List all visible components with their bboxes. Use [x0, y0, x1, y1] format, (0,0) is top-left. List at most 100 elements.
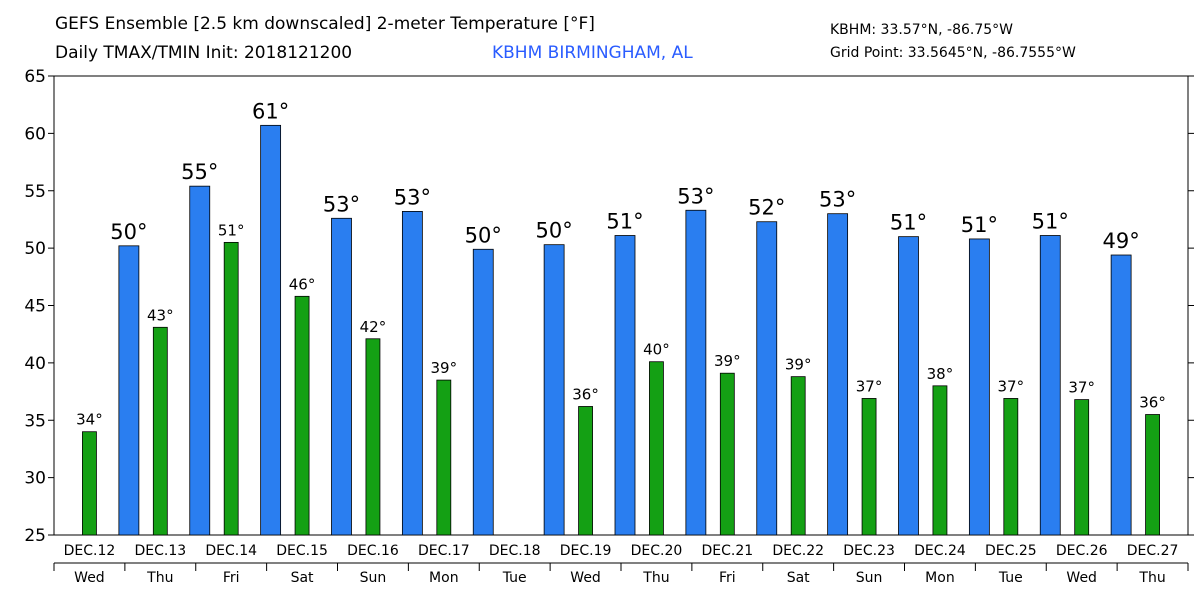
y-tick-label: 55 [24, 182, 46, 202]
x-weekday-label: Thu [1138, 570, 1165, 586]
x-date-label: DEC.24 [914, 543, 966, 559]
tmin-bar [223, 241, 239, 536]
tmax-value-label: 53° [323, 192, 360, 216]
tmax-value-label: 51° [961, 213, 998, 237]
x-date-label: DEC.12 [64, 543, 116, 559]
y-tick-label: 30 [24, 469, 46, 489]
tmin-bar [436, 379, 452, 536]
chart-title: GEFS Ensemble [2.5 km downscaled] 2-mete… [55, 14, 595, 34]
x-date-label: DEC.26 [1056, 543, 1108, 559]
tmax-bar [331, 217, 352, 536]
x-date-label: DEC.14 [205, 543, 257, 559]
tmax-bar [968, 238, 990, 536]
tmin-value-label: 38° [927, 365, 954, 383]
tmin-value-label: 46° [289, 275, 316, 293]
x-date-label: DEC.15 [276, 543, 328, 559]
tmax-bar [543, 244, 565, 536]
tmax-value-label: 49° [1103, 229, 1140, 253]
tmin-value-label: 36° [1139, 394, 1166, 412]
tmax-value-label: 53° [394, 185, 431, 209]
tmin-bar [1145, 414, 1160, 536]
tmin-bar [932, 385, 948, 536]
station-name: KBHM BIRMINGHAM, AL [492, 43, 693, 63]
tmax-value-label: 55° [181, 160, 218, 184]
tmin-bar [790, 376, 806, 536]
tmin-value-label: 37° [856, 377, 883, 395]
tmin-value-label: 40° [643, 341, 670, 359]
tmin-bar [861, 398, 877, 536]
x-weekday-label: Mon [429, 570, 459, 586]
tmax-value-label: 51° [1032, 210, 1069, 234]
chart-subtitle: Daily TMAX/TMIN Init: 2018121200 [55, 43, 353, 63]
x-date-label: DEC.25 [985, 543, 1037, 559]
x-date-label: DEC.23 [843, 543, 895, 559]
tmin-value-label: 37° [1068, 379, 1095, 397]
tmax-bar [685, 209, 707, 536]
x-weekday-label: Tue [502, 570, 527, 586]
x-weekday-label: Fri [223, 570, 240, 586]
x-weekday-label: Thu [146, 570, 173, 586]
tmax-bar [472, 248, 494, 536]
tmin-bar [152, 326, 168, 536]
tmax-bar [401, 211, 423, 536]
tmax-value-label: 51° [606, 210, 643, 234]
tmax-bar [1039, 235, 1061, 536]
tmax-bar [189, 185, 211, 536]
tmin-bar [1003, 398, 1019, 536]
x-weekday-label: Sat [291, 570, 314, 586]
x-date-label: DEC.17 [418, 543, 470, 559]
tmax-bar [898, 236, 919, 536]
tmax-value-label: 53° [677, 184, 714, 208]
tmin-value-label: 37° [998, 377, 1025, 395]
tmin-bar [649, 361, 664, 536]
x-weekday-label: Sat [787, 570, 810, 586]
tmin-value-label: 43° [147, 306, 174, 324]
tmax-bar [260, 124, 282, 536]
y-tick-label: 65 [24, 67, 46, 87]
x-weekday-label: Fri [719, 570, 736, 586]
tmax-value-label: 61° [252, 99, 289, 123]
tmax-value-label: 53° [819, 188, 856, 212]
y-tick-label: 45 [24, 297, 46, 317]
x-date-label: DEC.20 [631, 543, 683, 559]
y-tick-label: 60 [24, 124, 46, 144]
tmax-bar [118, 245, 140, 536]
x-date-label: DEC.19 [560, 543, 612, 559]
tmin-value-label: 39° [785, 356, 812, 374]
x-weekday-label: Thu [642, 570, 669, 586]
tmax-value-label: 52° [748, 196, 785, 220]
x-date-label: DEC.13 [134, 543, 186, 559]
tmin-bar [1074, 399, 1090, 536]
x-weekday-label: Sun [856, 570, 883, 586]
tmin-value-label: 51° [218, 221, 245, 239]
tmax-bar [756, 221, 778, 536]
tmin-value-label: 42° [360, 318, 387, 336]
grid-point-coordinates: Grid Point: 33.5645°N, -86.7555°W [830, 45, 1076, 61]
x-weekday-label: Wed [570, 570, 601, 586]
tmax-value-label: 50° [110, 220, 147, 244]
tmax-value-label: 51° [890, 211, 927, 235]
y-tick-label: 40 [24, 354, 46, 374]
tmin-bar [719, 372, 735, 536]
y-tick-label: 50 [24, 239, 46, 259]
tmax-value-label: 50° [465, 223, 502, 247]
station-coordinates: KBHM: 33.57°N, -86.75°W [830, 22, 1013, 38]
tmax-value-label: 50° [536, 219, 573, 243]
tmin-bar [578, 406, 593, 536]
x-date-label: DEC.16 [347, 543, 399, 559]
tmin-bar [82, 431, 97, 536]
x-date-label: DEC.18 [489, 543, 541, 559]
y-tick-label: 35 [24, 411, 46, 431]
x-date-label: DEC.21 [701, 543, 753, 559]
tmax-bar [827, 213, 849, 536]
tmin-bar [365, 338, 381, 536]
tmin-value-label: 36° [572, 385, 599, 403]
tmin-value-label: 39° [714, 352, 741, 370]
x-weekday-label: Tue [998, 570, 1023, 586]
x-weekday-label: Mon [925, 570, 955, 586]
x-date-label: DEC.27 [1127, 543, 1179, 559]
tmax-bar [614, 235, 636, 536]
y-tick-label: 25 [24, 526, 46, 546]
tmin-value-label: 39° [431, 359, 458, 377]
